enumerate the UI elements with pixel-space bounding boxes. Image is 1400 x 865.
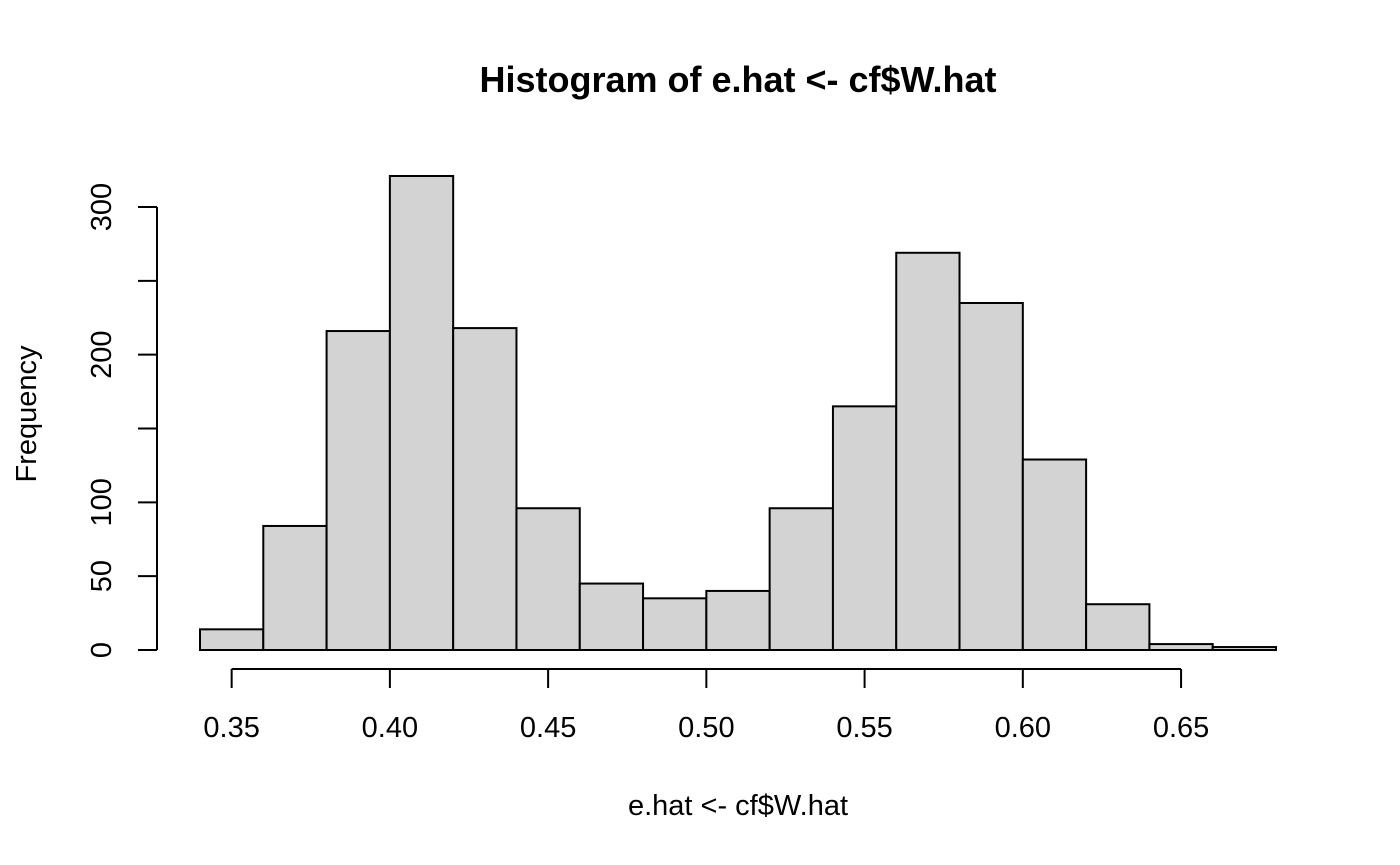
histogram-bar xyxy=(768,507,834,651)
x-axis: 0.35 0.40 0.45 0.50 0.55 0.60 0.65 xyxy=(203,668,1209,744)
histogram-bar xyxy=(1085,603,1151,652)
x-axis-label: e.hat <- cf$W.hat xyxy=(628,790,848,822)
histogram-bar xyxy=(1211,646,1278,652)
y-axis: 0 50 100 200 300 xyxy=(86,183,158,658)
histogram-bar xyxy=(642,597,708,651)
x-tick-label: 0.45 xyxy=(520,712,576,744)
histogram-bar xyxy=(199,628,265,651)
histogram-bar xyxy=(578,582,645,651)
histogram-bar xyxy=(895,251,961,652)
y-tick-label: 200 xyxy=(86,330,118,378)
x-tick-label: 0.60 xyxy=(995,712,1051,744)
histogram-bar xyxy=(705,589,771,651)
x-tick-label: 0.50 xyxy=(678,712,734,744)
chart-title: Histogram of e.hat <- cf$W.hat xyxy=(479,59,996,100)
x-tick-label: 0.40 xyxy=(362,712,418,744)
histogram-bar xyxy=(388,175,455,651)
y-tick-label: 100 xyxy=(86,478,118,526)
histogram-bar xyxy=(262,524,328,652)
histogram-bar xyxy=(452,327,518,651)
y-tick-label: 300 xyxy=(86,183,118,231)
y-axis-label: Frequency xyxy=(11,345,43,483)
x-tick-label: 0.55 xyxy=(836,712,892,744)
histogram-bar xyxy=(958,301,1024,651)
x-tick-label: 0.35 xyxy=(203,712,259,744)
bars-group xyxy=(199,175,1278,652)
histogram-bar xyxy=(1021,458,1088,651)
histogram-bar xyxy=(325,330,391,651)
histogram-bar xyxy=(831,405,898,651)
histogram-bar xyxy=(515,507,581,651)
histogram-bar xyxy=(1148,643,1214,651)
x-tick-label: 0.65 xyxy=(1153,712,1209,744)
y-tick-label: 0 xyxy=(86,642,118,658)
y-tick-label: 50 xyxy=(86,560,118,592)
